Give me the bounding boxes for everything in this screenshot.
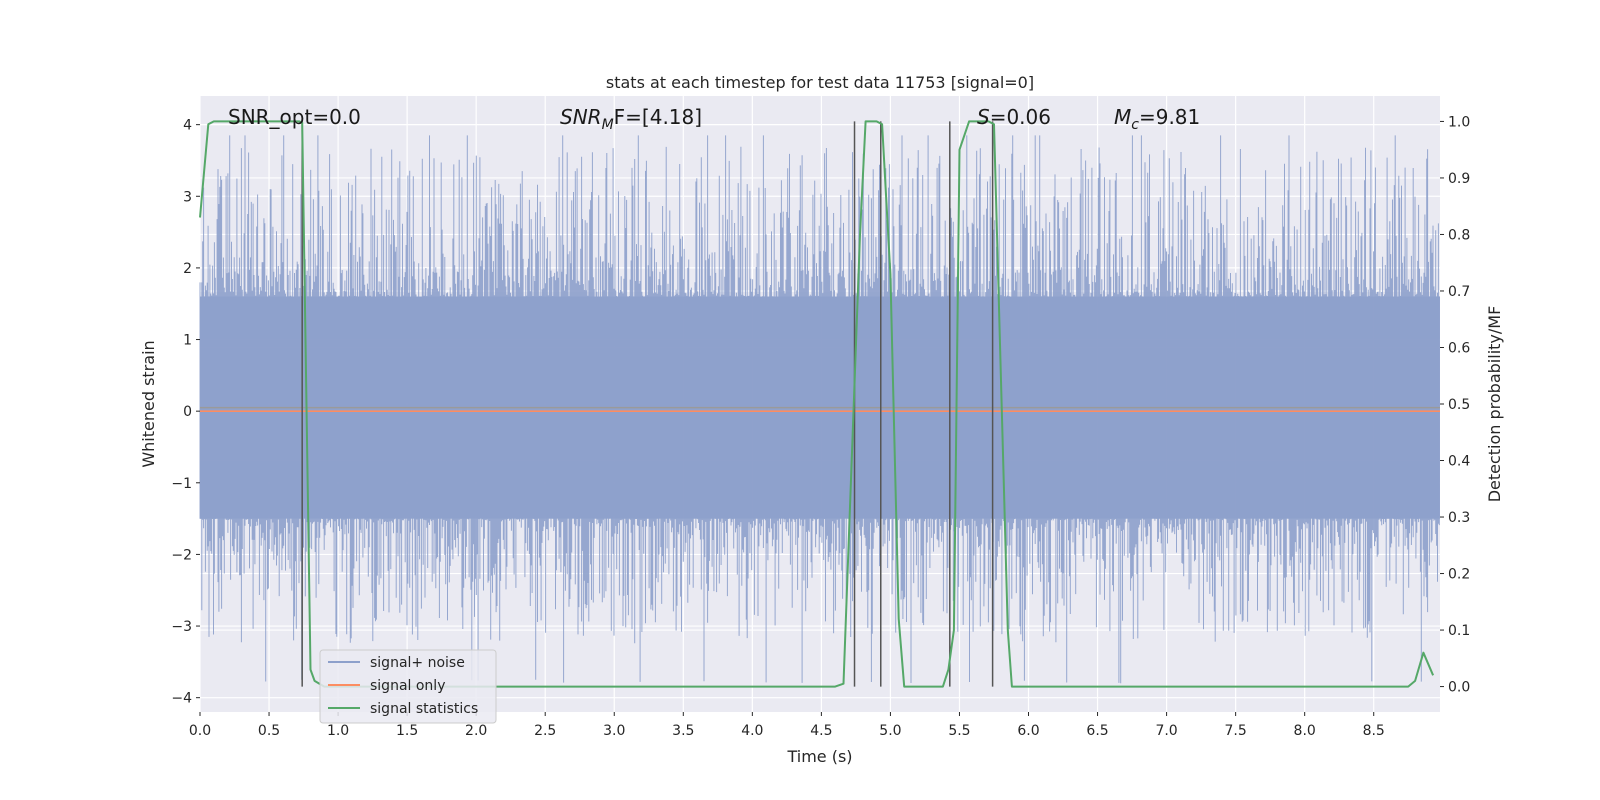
x-tick-label: 1.5 <box>396 723 418 739</box>
x-tick-label: 8.5 <box>1363 723 1385 739</box>
y-right-tick-label: 0.8 <box>1448 227 1470 243</box>
legend-label-signal-only: signal only <box>370 678 445 694</box>
x-tick-label: 0.0 <box>189 723 211 739</box>
x-axis-label: Time (s) <box>786 747 852 766</box>
y-left-tick-label: −3 <box>171 619 192 635</box>
y-left-tick-label: 4 <box>183 118 192 134</box>
x-tick-labels: 0.0 0.5 1.0 1.5 2.0 2.5 3.0 3.5 4.0 4.5 5.0 5.5 6.0 6… <box>189 712 1385 739</box>
y-right-tick-label: 0.7 <box>1448 284 1470 300</box>
legend-box <box>319 649 497 724</box>
annotation-mc-sub: c <box>1131 117 1139 133</box>
chart-title: stats at each timestep for test data 117… <box>606 73 1034 92</box>
annotation-s-main: S <box>977 105 990 129</box>
series-signal-statistics <box>199 120 1435 688</box>
y-left-tick-label: −1 <box>171 476 192 492</box>
x-tick-label: 5.0 <box>879 723 901 739</box>
y-right-tick-label: 0.1 <box>1448 623 1470 639</box>
series-signal-only <box>200 406 1440 412</box>
x-tick-label: 1.0 <box>327 723 349 739</box>
x-tick-label: 6.0 <box>1017 723 1039 739</box>
x-tick-label: 3.5 <box>672 723 694 739</box>
y-left-tick-label: −4 <box>171 691 192 707</box>
x-tick-label: 6.5 <box>1086 723 1108 739</box>
y-right-tick-label: 1.0 <box>1448 114 1470 130</box>
y-right-tick-label: 0.0 <box>1448 680 1470 696</box>
x-tick-label: 7.0 <box>1155 723 1177 739</box>
y-right-tick-label: 0.4 <box>1448 454 1470 470</box>
annotation-snr-mf-tail: F=[4.18] <box>614 105 702 129</box>
y-left-tick-label: 1 <box>183 333 192 349</box>
annotation-snr-mf-main: SNR <box>560 105 602 129</box>
annotation-snr-mf-sub: M <box>602 117 614 133</box>
y-right-tick-label: 0.6 <box>1448 340 1470 356</box>
annotation-mc-main: M <box>1114 105 1131 129</box>
x-tick-label: 4.0 <box>741 723 763 739</box>
legend: signal+ noise signal only signal statist… <box>319 649 497 724</box>
y-left-tick-labels: −4 −3 −2 −1 0 1 2 3 4 <box>171 118 200 707</box>
y-left-tick-label: 2 <box>183 261 192 277</box>
annotation-snr-opt: SNR_opt=0.0 <box>228 105 361 129</box>
x-tick-label: 8.0 <box>1294 723 1316 739</box>
annotation-mc-tail: =9.81 <box>1139 105 1200 129</box>
y-right-tick-label: 0.2 <box>1448 567 1470 583</box>
x-tick-label: 7.5 <box>1225 723 1247 739</box>
y-right-tick-label: 0.3 <box>1448 510 1470 526</box>
y-right-axis-label: Detection probability/MF <box>1485 306 1504 503</box>
signal-statistics-line <box>199 120 1435 688</box>
y-left-axis-label: Whitened strain <box>139 340 158 467</box>
y-left-tick-label: −2 <box>171 547 192 563</box>
annotation-snr-mf: SNRMF=[4.18] <box>560 105 702 133</box>
annotation-mc: Mc=9.81 <box>1114 105 1200 133</box>
y-right-tick-labels: 0.0 0.1 0.2 0.3 0.4 0.5 0.6 0.7 0.8 0.9 1.0 <box>1440 114 1470 696</box>
x-tick-label: 4.5 <box>810 723 832 739</box>
x-tick-label: 0.5 <box>258 723 280 739</box>
x-tick-label: 2.0 <box>465 723 487 739</box>
legend-label-signal-statistics: signal statistics <box>370 701 478 717</box>
y-right-tick-label: 0.9 <box>1448 171 1470 187</box>
vertical-lines <box>301 121 994 687</box>
legend-label-signal-noise: signal+ noise <box>370 655 465 671</box>
y-left-tick-label: 3 <box>183 189 192 205</box>
annotation-s: S=0.06 <box>977 105 1051 129</box>
x-tick-label: 3.0 <box>603 723 625 739</box>
x-tick-label: 5.5 <box>948 723 970 739</box>
y-left-tick-label: 0 <box>183 404 192 420</box>
annotation-s-tail: =0.06 <box>990 105 1051 129</box>
y-right-tick-label: 0.5 <box>1448 397 1470 413</box>
x-tick-label: 2.5 <box>534 723 556 739</box>
